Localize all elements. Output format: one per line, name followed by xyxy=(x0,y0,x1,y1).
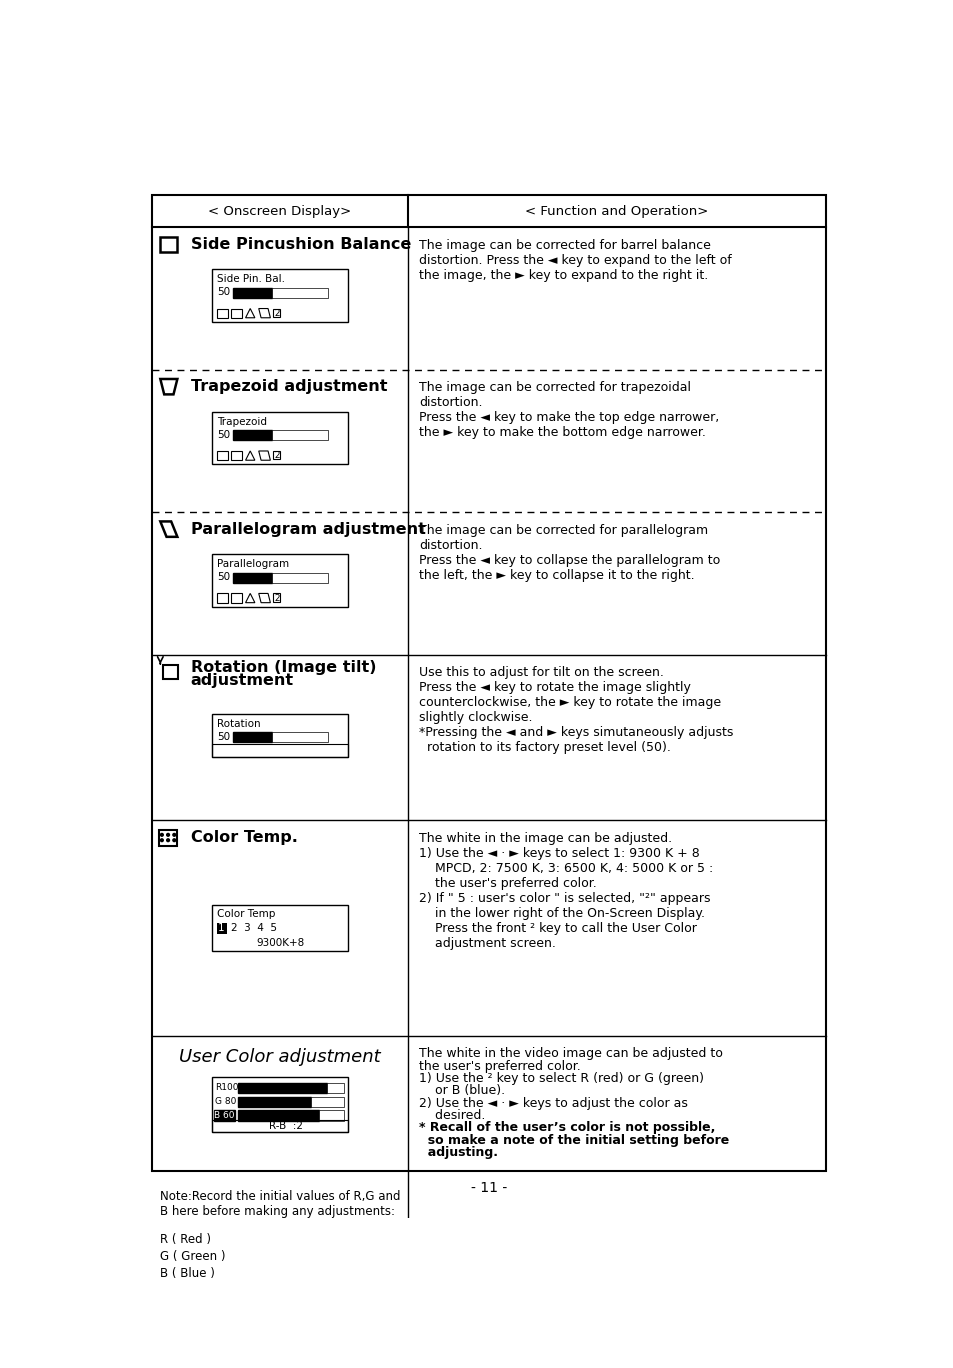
Text: The image can be corrected for trapezoidal
distortion.
Press the ◄ key to make t: The image can be corrected for trapezoid… xyxy=(418,382,719,439)
Circle shape xyxy=(172,839,175,841)
Text: or B (blue).: or B (blue). xyxy=(418,1085,505,1097)
Text: Rotation: Rotation xyxy=(216,718,260,729)
Text: 1: 1 xyxy=(218,923,225,933)
Bar xyxy=(216,309,228,317)
Text: adjustment: adjustment xyxy=(191,673,294,688)
Text: 50: 50 xyxy=(216,572,230,583)
Bar xyxy=(231,451,241,460)
Text: B 60: B 60 xyxy=(214,1111,234,1119)
Text: G 80: G 80 xyxy=(215,1097,236,1105)
Text: G ( Green ): G ( Green ) xyxy=(159,1250,225,1263)
Bar xyxy=(311,1097,344,1107)
Text: Use this to adjust for tilt on the screen.
Press the ◄ key to rotate the image s: Use this to adjust for tilt on the scree… xyxy=(418,666,733,754)
Bar xyxy=(272,573,328,583)
Text: B ( Blue ): B ( Blue ) xyxy=(159,1267,214,1280)
Text: R100: R100 xyxy=(215,1083,238,1092)
Bar xyxy=(237,1082,327,1093)
Circle shape xyxy=(172,833,175,836)
Bar xyxy=(162,665,178,680)
Bar xyxy=(273,451,279,460)
Bar xyxy=(272,287,328,298)
Bar xyxy=(158,830,177,845)
Bar xyxy=(231,594,241,603)
Text: 50: 50 xyxy=(216,732,230,741)
Bar xyxy=(237,1111,319,1120)
Text: Parallelogram adjustment: Parallelogram adjustment xyxy=(191,521,425,536)
Text: < Function and Operation>: < Function and Operation> xyxy=(524,205,708,218)
Bar xyxy=(327,1082,344,1093)
Bar xyxy=(237,1097,311,1107)
Bar xyxy=(272,430,328,440)
Text: The image can be corrected for barrel balance
distortion. Press the ◄ key to exp: The image can be corrected for barrel ba… xyxy=(418,239,731,282)
Text: Color Temp.: Color Temp. xyxy=(191,829,297,844)
Text: 2) Use the ◄ · ► keys to adjust the color as: 2) Use the ◄ · ► keys to adjust the colo… xyxy=(418,1097,687,1109)
Bar xyxy=(212,1120,348,1133)
Text: 2  3  4  5: 2 3 4 5 xyxy=(231,923,276,933)
Text: :2: :2 xyxy=(272,594,280,602)
Text: 50: 50 xyxy=(216,430,230,440)
Bar xyxy=(212,744,348,757)
Bar xyxy=(272,732,328,741)
Bar xyxy=(231,309,241,317)
Text: Rotation (Image tilt): Rotation (Image tilt) xyxy=(191,661,375,676)
Bar xyxy=(273,309,279,317)
Text: < Onscreen Display>: < Onscreen Display> xyxy=(208,205,351,218)
Circle shape xyxy=(160,839,163,841)
Bar xyxy=(273,594,279,602)
Bar xyxy=(216,451,228,460)
Text: 9300K+8: 9300K+8 xyxy=(255,938,304,948)
Text: 1) Use the ² key to select R (red) or G (green): 1) Use the ² key to select R (red) or G … xyxy=(418,1073,703,1085)
Bar xyxy=(212,904,348,951)
Text: The white in the video image can be adjusted to: The white in the video image can be adju… xyxy=(418,1048,722,1060)
Text: Parallelogram: Parallelogram xyxy=(216,560,289,569)
Bar xyxy=(233,573,272,583)
Bar xyxy=(216,922,227,934)
Text: Side Pincushion Balance: Side Pincushion Balance xyxy=(191,237,411,252)
Text: :2: :2 xyxy=(272,309,280,317)
Bar xyxy=(233,732,272,741)
Bar xyxy=(212,412,348,464)
Text: R-B  :2: R-B :2 xyxy=(269,1120,303,1131)
Circle shape xyxy=(167,833,170,836)
Bar xyxy=(233,287,272,298)
Text: * Recall of the user’s color is not possible,: * Recall of the user’s color is not poss… xyxy=(418,1122,715,1134)
Text: The image can be corrected for parallelogram
distortion.
Press the ◄ key to coll: The image can be corrected for parallelo… xyxy=(418,524,720,581)
Bar xyxy=(212,554,348,606)
Text: so make a note of the initial setting before: so make a note of the initial setting be… xyxy=(418,1134,729,1146)
Text: 50: 50 xyxy=(216,287,230,297)
Text: Side Pin. Bal.: Side Pin. Bal. xyxy=(216,274,285,285)
Text: Note:Record the initial values of R,G and
B here before making any adjustments:: Note:Record the initial values of R,G an… xyxy=(159,1190,399,1218)
Bar xyxy=(233,430,272,440)
Bar xyxy=(216,594,228,603)
Text: Color Temp: Color Temp xyxy=(216,910,275,919)
Text: desired.: desired. xyxy=(418,1109,485,1122)
Circle shape xyxy=(167,839,170,841)
Text: User Color adjustment: User Color adjustment xyxy=(178,1048,380,1067)
Text: adjusting.: adjusting. xyxy=(418,1146,497,1159)
Bar xyxy=(319,1111,344,1120)
Circle shape xyxy=(160,833,163,836)
Text: Trapezoid adjustment: Trapezoid adjustment xyxy=(191,379,387,394)
Bar xyxy=(160,237,177,252)
Text: The white in the image can be adjusted.
1) Use the ◄ · ► keys to select 1: 9300 : The white in the image can be adjusted. … xyxy=(418,832,713,949)
Bar xyxy=(212,714,348,757)
Bar xyxy=(212,1077,348,1133)
Bar xyxy=(213,1109,235,1122)
Text: Trapezoid: Trapezoid xyxy=(216,417,267,427)
Text: the user's preferred color.: the user's preferred color. xyxy=(418,1060,580,1073)
Bar xyxy=(212,269,348,321)
Text: R ( Red ): R ( Red ) xyxy=(159,1234,211,1246)
Text: - 11 -: - 11 - xyxy=(471,1181,506,1196)
Text: :2: :2 xyxy=(272,451,280,460)
